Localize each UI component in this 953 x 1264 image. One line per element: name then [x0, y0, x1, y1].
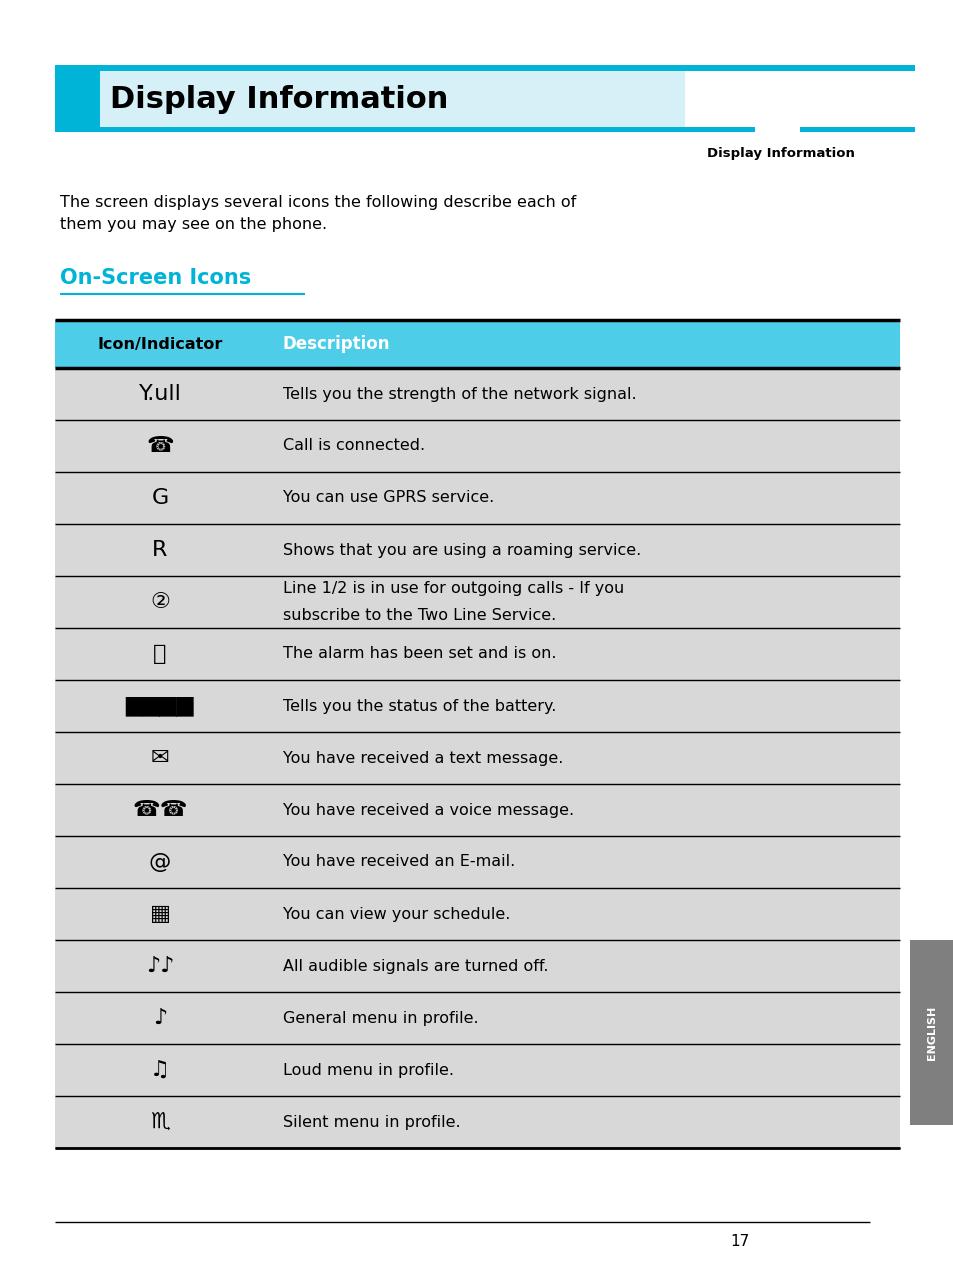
Text: R: R — [152, 540, 168, 560]
Text: ▇▇▇▇: ▇▇▇▇ — [126, 696, 194, 715]
Text: You have received an E-mail.: You have received an E-mail. — [283, 854, 515, 870]
Text: Description: Description — [283, 335, 390, 353]
Text: ♪♪: ♪♪ — [146, 956, 174, 976]
Text: 17: 17 — [730, 1235, 749, 1250]
Bar — [55, 784, 899, 836]
Text: Tells you the strength of the network signal.: Tells you the strength of the network si… — [283, 387, 636, 402]
Bar — [55, 732, 899, 784]
Text: ♏: ♏ — [150, 1112, 170, 1133]
Text: ♪: ♪ — [152, 1007, 167, 1028]
Text: ▦: ▦ — [150, 904, 171, 924]
Bar — [55, 940, 899, 992]
Text: Line 1/2 is in use for outgoing calls - If you: Line 1/2 is in use for outgoing calls - … — [283, 581, 623, 597]
Bar — [909, 940, 953, 1125]
Text: You can view your schedule.: You can view your schedule. — [283, 906, 510, 921]
Bar — [55, 126, 754, 131]
Text: Silent menu in profile.: Silent menu in profile. — [283, 1115, 460, 1130]
Text: Shows that you are using a roaming service.: Shows that you are using a roaming servi… — [283, 542, 640, 557]
Bar — [55, 368, 899, 420]
Bar — [55, 471, 899, 525]
Text: Tells you the status of the battery.: Tells you the status of the battery. — [283, 699, 556, 713]
Bar — [55, 628, 899, 680]
Text: Display Information: Display Information — [706, 147, 854, 161]
Bar — [55, 71, 100, 126]
Bar — [55, 1096, 899, 1148]
Text: You can use GPRS service.: You can use GPRS service. — [283, 490, 494, 506]
Text: Display Information: Display Information — [110, 85, 448, 114]
Text: On-Screen Icons: On-Screen Icons — [60, 268, 251, 288]
Bar — [55, 889, 899, 940]
Text: General menu in profile.: General menu in profile. — [283, 1010, 478, 1025]
Bar — [800, 126, 914, 131]
Bar — [55, 576, 899, 628]
Text: Y.ull: Y.ull — [138, 384, 181, 404]
Text: subscribe to the Two Line Service.: subscribe to the Two Line Service. — [283, 608, 556, 622]
Bar — [55, 1044, 899, 1096]
Bar — [55, 420, 899, 471]
Text: ♫: ♫ — [150, 1060, 170, 1079]
Text: Call is connected.: Call is connected. — [283, 439, 425, 454]
Text: Loud menu in profile.: Loud menu in profile. — [283, 1063, 454, 1077]
Bar — [55, 525, 899, 576]
Text: The alarm has been set and is on.: The alarm has been set and is on. — [283, 646, 556, 661]
Text: @: @ — [149, 852, 171, 872]
Text: ②: ② — [150, 592, 170, 612]
Bar — [55, 680, 899, 732]
Bar — [55, 836, 899, 889]
Text: The screen displays several icons the following describe each of: The screen displays several icons the fo… — [60, 195, 576, 210]
Text: All audible signals are turned off.: All audible signals are turned off. — [283, 958, 548, 973]
Text: ☎: ☎ — [146, 436, 173, 456]
Text: ENGLISH: ENGLISH — [926, 1005, 936, 1059]
Text: ⏰: ⏰ — [153, 643, 167, 664]
Text: You have received a text message.: You have received a text message. — [283, 751, 563, 766]
Bar — [55, 320, 899, 368]
Text: Icon/Indicator: Icon/Indicator — [97, 336, 222, 351]
Text: You have received a voice message.: You have received a voice message. — [283, 803, 574, 818]
Text: ☎☎: ☎☎ — [132, 800, 188, 820]
Bar — [55, 64, 914, 71]
Text: G: G — [152, 488, 169, 508]
Text: them you may see on the phone.: them you may see on the phone. — [60, 217, 327, 233]
Bar — [55, 992, 899, 1044]
Text: ✉: ✉ — [151, 748, 169, 769]
Bar — [100, 71, 684, 126]
